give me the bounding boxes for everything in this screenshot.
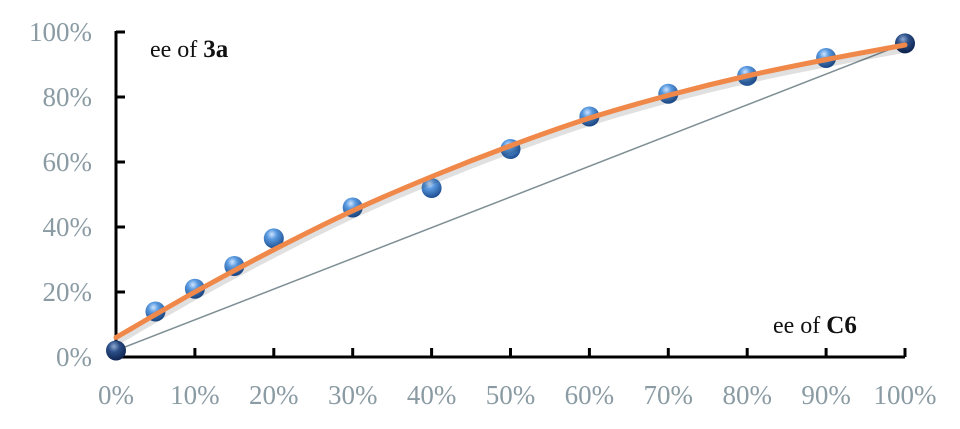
trendline-shadow bbox=[115, 45, 907, 345]
x-tick-label: 70% bbox=[644, 380, 694, 410]
x-tick-label: 40% bbox=[407, 380, 457, 410]
y-tick-label: 100% bbox=[29, 17, 92, 47]
y-tick-label: 60% bbox=[43, 147, 93, 177]
reference-line-group bbox=[115, 42, 906, 352]
x-tick-label: 20% bbox=[249, 380, 299, 410]
x-tick-label: 100% bbox=[874, 380, 937, 410]
data-point bbox=[421, 178, 442, 198]
y-tick-label: 20% bbox=[43, 277, 93, 307]
x-tick-label: 30% bbox=[328, 380, 378, 410]
y-tick-label: 0% bbox=[56, 342, 92, 372]
y-axis-label: ee of 3a bbox=[150, 36, 229, 63]
trendline bbox=[113, 42, 908, 340]
x-axis-label: ee of C6 bbox=[773, 312, 857, 339]
x-tick-label: 60% bbox=[565, 380, 615, 410]
reference-line bbox=[115, 42, 906, 352]
x-tick-label: 80% bbox=[722, 380, 772, 410]
data-point bbox=[263, 228, 284, 249]
trendline-group bbox=[113, 42, 908, 345]
x-tick-label: 0% bbox=[98, 380, 134, 410]
axes: 0% 10% 20% 30% 40% 50% 60% 70% 80% 90% 100% 0% 20% 40… bbox=[29, 17, 937, 410]
y-tick-label: 40% bbox=[43, 212, 93, 242]
y-tick-label: 80% bbox=[43, 82, 93, 112]
x-tick-label: 90% bbox=[801, 380, 851, 410]
x-tick-label: 10% bbox=[170, 380, 220, 410]
data-point bbox=[106, 340, 126, 361]
x-tick-label: 50% bbox=[486, 380, 536, 410]
